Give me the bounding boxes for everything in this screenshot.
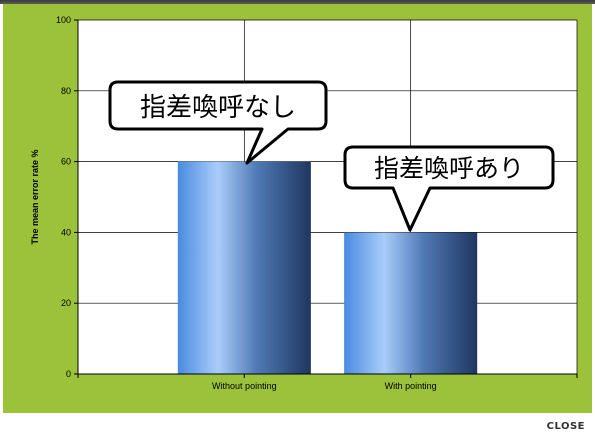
x-tick-label: Without pointing [212, 381, 277, 391]
footer-bar: CLOSE [0, 413, 595, 439]
y-tick-label: 0 [66, 369, 71, 379]
callout-without-pointing: 指差喚呼なし [108, 80, 328, 165]
callout-text-1: 指差喚呼なし [140, 93, 296, 123]
plot-area [78, 20, 577, 374]
y-tick-labels: 0 20 40 60 80 100 [56, 15, 78, 379]
y-axis-label: The mean error rate % [30, 149, 40, 244]
x-tick-label: With pointing [385, 381, 437, 391]
close-button[interactable]: CLOSE [546, 421, 585, 432]
y-tick-label: 80 [61, 86, 71, 96]
bar-1 [177, 161, 311, 374]
bars [177, 161, 478, 374]
bar-2 [344, 232, 478, 374]
window-top-bar [0, 0, 595, 4]
callout-text-2: 指差喚呼あり [374, 154, 524, 183]
axes [77, 20, 577, 375]
y-tick-label: 20 [61, 298, 71, 308]
x-tick-labels: Without pointing With pointing [77, 374, 578, 391]
y-tick-label: 100 [56, 15, 71, 25]
callout-with-pointing: 指差喚呼あり [343, 145, 555, 232]
y-tick-label: 40 [61, 227, 71, 237]
y-tick-label: 60 [61, 157, 71, 167]
